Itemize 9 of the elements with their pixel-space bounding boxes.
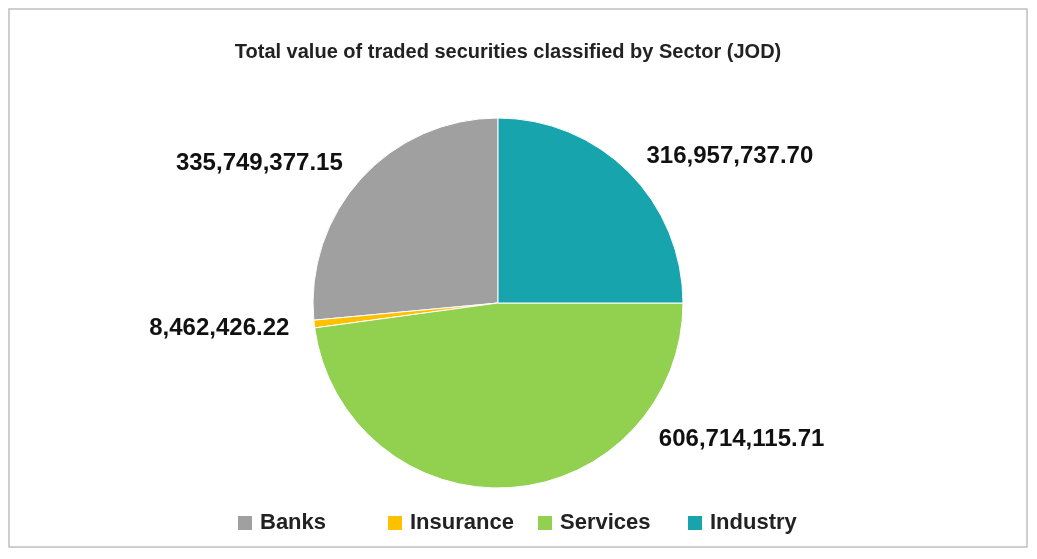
legend-label: Services — [560, 509, 651, 534]
legend-label: Insurance — [410, 509, 514, 534]
chart-title: Total value of traded securities classified by Sector (JOD) — [234, 40, 782, 62]
data-label: 316,957,737.70 — [646, 140, 814, 168]
data-label: 335,749,377.15 — [175, 147, 343, 175]
data-label: 8,462,426.22 — [149, 312, 290, 340]
legend-label: Industry — [710, 509, 798, 534]
data-label: 606,714,115.71 — [658, 423, 825, 451]
legend-label: Banks — [260, 509, 327, 534]
